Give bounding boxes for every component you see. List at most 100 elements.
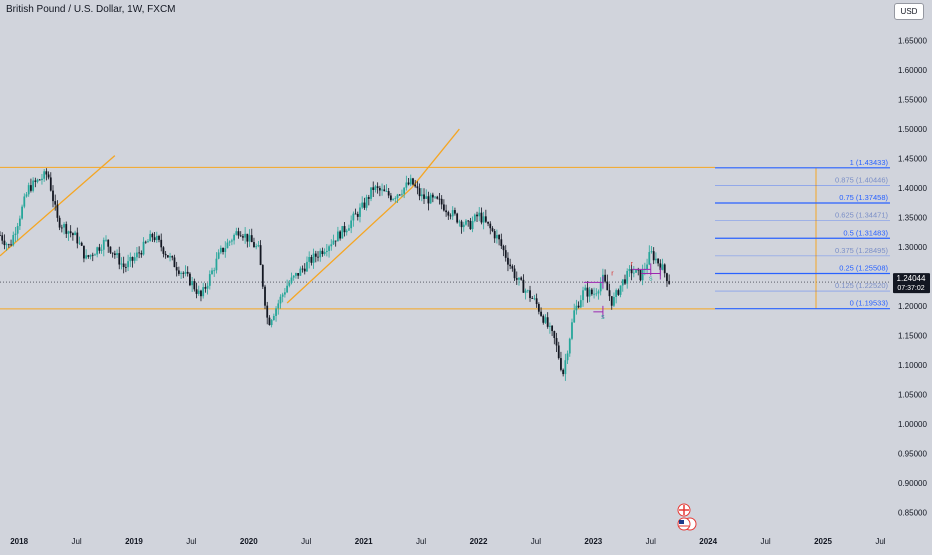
candle-body[interactable] xyxy=(279,296,282,304)
candle-body[interactable] xyxy=(299,268,302,276)
candle-body[interactable] xyxy=(314,253,317,257)
candle-body[interactable] xyxy=(341,226,344,239)
candle-body[interactable] xyxy=(573,310,576,323)
candle-body[interactable] xyxy=(409,178,412,185)
candle-body[interactable] xyxy=(615,290,618,297)
candle-body[interactable] xyxy=(169,256,171,258)
pattern-annotations[interactable]: r s r s xyxy=(583,261,661,321)
candle-body[interactable] xyxy=(365,197,368,208)
candle-body[interactable] xyxy=(89,254,92,257)
candle-body[interactable] xyxy=(63,224,65,228)
candle-body[interactable] xyxy=(381,189,383,191)
candle-body[interactable] xyxy=(151,233,154,238)
candle-body[interactable] xyxy=(94,254,96,256)
candle-body[interactable] xyxy=(359,207,361,217)
candle-body[interactable] xyxy=(283,292,286,295)
candle-body[interactable] xyxy=(540,311,542,316)
candle-body[interactable] xyxy=(129,256,132,262)
fibonacci-retracement[interactable]: 1 (1.43433) 0.875 (1.40446) 0.75 (1.37458)… xyxy=(715,158,890,310)
candle-body[interactable] xyxy=(312,253,315,263)
candle-body[interactable] xyxy=(564,360,567,375)
candle-body[interactable] xyxy=(604,274,607,282)
candle-body[interactable] xyxy=(175,267,178,271)
candle-body[interactable] xyxy=(297,273,300,276)
candle-body[interactable] xyxy=(250,235,253,243)
candle-body[interactable] xyxy=(493,231,496,239)
candle-body[interactable] xyxy=(133,257,136,261)
candle-body[interactable] xyxy=(456,213,459,223)
candle-body[interactable] xyxy=(476,214,478,217)
candle-body[interactable] xyxy=(531,297,534,299)
candle-body[interactable] xyxy=(323,252,326,255)
candle-body[interactable] xyxy=(105,239,107,241)
candle-body[interactable] xyxy=(553,331,556,339)
candle-body[interactable] xyxy=(655,258,657,261)
candle-body[interactable] xyxy=(367,197,370,199)
candle-body[interactable] xyxy=(630,268,633,274)
candle-body[interactable] xyxy=(372,187,375,191)
candle-body[interactable] xyxy=(352,213,355,221)
candle-body[interactable] xyxy=(191,281,194,286)
candle-body[interactable] xyxy=(177,270,180,274)
candle-body[interactable] xyxy=(102,239,105,250)
candle-body[interactable] xyxy=(334,240,337,242)
candle-body[interactable] xyxy=(116,253,118,256)
candle-body[interactable] xyxy=(23,196,26,207)
candle-body[interactable] xyxy=(248,235,251,242)
candle-body[interactable] xyxy=(242,236,244,238)
candle-body[interactable] xyxy=(14,233,17,236)
candle-body[interactable] xyxy=(632,272,635,274)
candle-body[interactable] xyxy=(246,233,249,242)
candle-body[interactable] xyxy=(458,221,461,223)
candle-body[interactable] xyxy=(27,185,30,195)
candle-body[interactable] xyxy=(319,250,322,258)
candle-body[interactable] xyxy=(16,226,19,234)
candle-body[interactable] xyxy=(575,305,578,311)
trendline[interactable] xyxy=(286,187,412,304)
candle-body[interactable] xyxy=(652,251,655,261)
candle-body[interactable] xyxy=(325,250,328,253)
candle-body[interactable] xyxy=(396,194,399,199)
candle-body[interactable] xyxy=(158,235,160,240)
candle-body[interactable] xyxy=(590,289,593,295)
candle-body[interactable] xyxy=(1,235,4,241)
candle-body[interactable] xyxy=(500,239,503,247)
candle-body[interactable] xyxy=(233,234,235,241)
candle-body[interactable] xyxy=(363,202,366,208)
candle-body[interactable] xyxy=(599,283,602,292)
candle-body[interactable] xyxy=(122,263,125,268)
candle-body[interactable] xyxy=(71,233,74,236)
candle-body[interactable] xyxy=(30,185,32,191)
candle-body[interactable] xyxy=(447,212,450,216)
candle-body[interactable] xyxy=(445,210,448,213)
candle-body[interactable] xyxy=(184,271,187,274)
candle-body[interactable] xyxy=(328,246,330,251)
candle-body[interactable] xyxy=(217,252,220,259)
candle-body[interactable] xyxy=(268,317,271,326)
candle-body[interactable] xyxy=(34,180,37,182)
candle-body[interactable] xyxy=(118,253,121,265)
candle-body[interactable] xyxy=(440,198,443,205)
candle-body[interactable] xyxy=(281,294,284,297)
candle-body[interactable] xyxy=(546,317,549,327)
candle-body[interactable] xyxy=(361,202,364,208)
candle-body[interactable] xyxy=(648,252,651,265)
candle-body[interactable] xyxy=(144,241,147,243)
candle-body[interactable] xyxy=(107,239,110,247)
candle-body[interactable] xyxy=(0,235,1,237)
candle-body[interactable] xyxy=(330,244,333,247)
candle-body[interactable] xyxy=(438,198,441,200)
candle-body[interactable] xyxy=(5,244,8,246)
candle-body[interactable] xyxy=(202,287,205,297)
candle-body[interactable] xyxy=(204,287,207,289)
candle-body[interactable] xyxy=(376,186,379,188)
candle-body[interactable] xyxy=(180,272,182,274)
candle-body[interactable] xyxy=(502,246,505,251)
y-axis[interactable]: 0.85000 0.90000 0.95000 1.00000 1.05000 1.100… xyxy=(898,37,927,518)
candle-body[interactable] xyxy=(142,241,145,255)
candle-body[interactable] xyxy=(639,270,642,281)
candle-body[interactable] xyxy=(189,273,191,286)
candle-body[interactable] xyxy=(403,187,406,194)
candle-body[interactable] xyxy=(257,245,260,247)
candle-body[interactable] xyxy=(385,191,388,192)
